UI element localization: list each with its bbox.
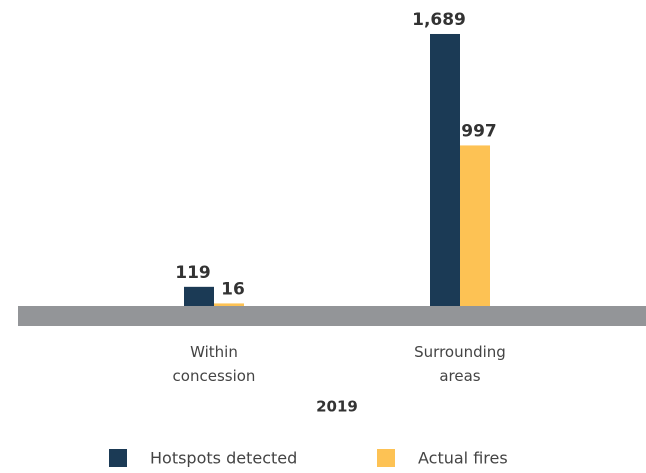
legend-label: Hotspots detected (150, 449, 297, 468)
data-label: 16 (221, 279, 245, 299)
baseline-band (18, 306, 646, 326)
x-tick-label: Surrounding areas (414, 343, 506, 385)
legend-label: Actual fires (418, 449, 508, 468)
x-tick-label: Within concession (173, 343, 256, 385)
data-label: 119 (175, 263, 211, 283)
bar (430, 33, 460, 306)
data-label: 1,689 (412, 10, 466, 30)
bar (460, 145, 490, 306)
legend-swatch (109, 449, 127, 467)
x-axis-label: 2019 (316, 398, 358, 416)
data-label: 997 (461, 121, 497, 141)
bar (184, 286, 214, 306)
legend-swatch (377, 449, 395, 467)
bar (214, 303, 244, 306)
